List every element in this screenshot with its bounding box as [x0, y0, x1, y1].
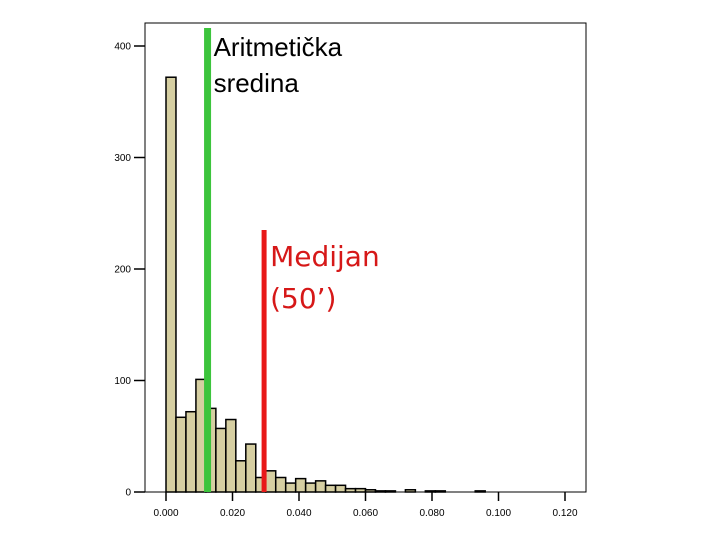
histogram-bar — [364, 489, 377, 493]
y-axis: 0 100 200 300 400 — [114, 42, 145, 499]
x-tick-label: 0.120 — [552, 508, 577, 519]
x-tick-label: 0.000 — [153, 508, 178, 519]
mean-label-line1: Aritmetička — [214, 32, 343, 62]
histogram-bar — [294, 477, 307, 493]
histogram-bar — [434, 490, 447, 493]
y-tick-label: 200 — [114, 265, 131, 276]
histogram-bar — [374, 490, 387, 493]
y-tick-label: 400 — [114, 42, 131, 53]
histogram-bar — [384, 490, 397, 493]
histogram-bar — [215, 427, 227, 493]
y-tick-label: 300 — [114, 153, 131, 164]
histogram-bar — [404, 489, 417, 493]
median-label-line1: Medijan — [270, 240, 380, 273]
mean-annotation: Aritmetička sredina — [204, 28, 343, 492]
x-axis: 0.000 0.020 0.040 0.060 0.080 0.100 0.120 — [153, 492, 578, 519]
x-tick-label: 0.060 — [353, 508, 378, 519]
histogram-bar — [324, 484, 337, 493]
x-tick-label: 0.100 — [486, 508, 511, 519]
y-tick-label: 0 — [125, 488, 131, 499]
x-tick-label: 0.040 — [286, 508, 311, 519]
median-label-line2: (50’) — [270, 282, 336, 315]
x-tick-label: 0.080 — [419, 508, 444, 519]
histogram-bar — [424, 490, 437, 493]
histogram-bars — [165, 76, 486, 493]
histogram-bar — [334, 484, 347, 493]
histogram-bar — [235, 460, 247, 493]
histogram-bar — [474, 490, 486, 493]
histogram-bar — [344, 487, 357, 493]
histogram-bar — [265, 470, 277, 493]
y-tick-label: 100 — [114, 376, 131, 387]
histogram-bar — [245, 443, 257, 493]
histogram-bar — [274, 476, 287, 493]
histogram-bar — [225, 418, 237, 493]
histogram-bar — [314, 480, 327, 493]
median-line — [261, 230, 267, 492]
histogram-bar — [304, 482, 317, 493]
median-annotation: Medijan (50’) — [261, 230, 380, 492]
mean-label-line2: sredina — [214, 68, 300, 98]
histogram-bar — [284, 482, 297, 493]
histogram-bar — [185, 410, 197, 493]
x-tick-label: 0.020 — [220, 508, 245, 519]
histogram-bar — [165, 76, 177, 493]
mean-line — [204, 28, 212, 492]
histogram-bar — [175, 416, 187, 493]
histogram-bar — [354, 487, 367, 493]
